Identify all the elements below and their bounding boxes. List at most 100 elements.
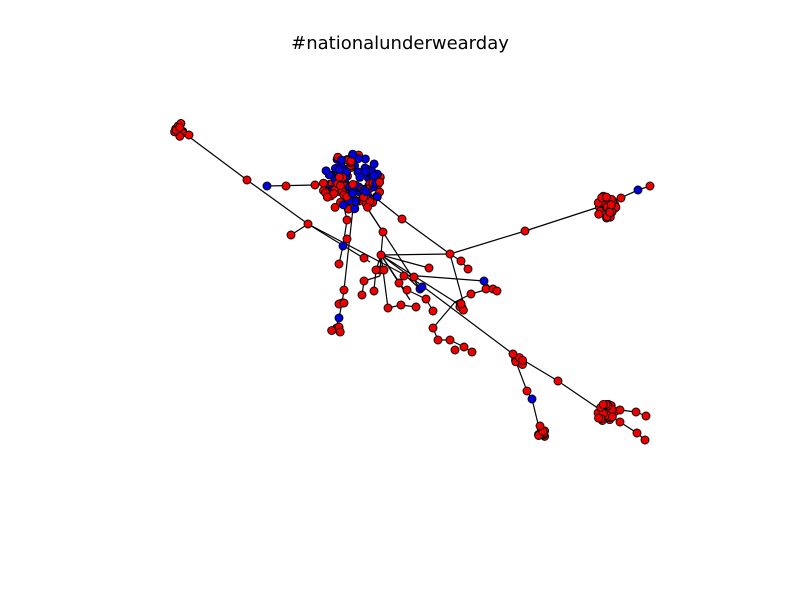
graph-node xyxy=(615,405,625,415)
hub-cluster-node xyxy=(369,159,379,169)
graph-node xyxy=(371,265,381,275)
hub-cluster-node xyxy=(335,165,344,175)
graph-node xyxy=(631,407,641,417)
graph-node xyxy=(262,181,272,191)
graph-edge xyxy=(307,223,406,276)
cluster-node xyxy=(607,412,617,422)
hub-cluster-node xyxy=(372,192,382,202)
cluster-node xyxy=(594,209,604,219)
graph-edge xyxy=(266,184,316,187)
graph-node xyxy=(334,259,344,269)
cluster-node xyxy=(605,207,615,217)
hub-cluster-node xyxy=(348,149,358,159)
graph-node xyxy=(640,435,650,445)
graph-node xyxy=(535,421,545,431)
graph-node xyxy=(357,290,367,300)
graph-node xyxy=(397,214,407,224)
hub-cluster-node xyxy=(321,166,331,176)
graph-edge xyxy=(307,223,371,263)
graph-node xyxy=(411,302,421,312)
hub-cluster-node xyxy=(334,172,344,182)
page-title: #nationalunderwearday xyxy=(291,33,509,54)
graph-node xyxy=(342,215,352,225)
graph-edge xyxy=(380,254,514,355)
graph-node xyxy=(399,271,409,281)
graph-node xyxy=(553,376,563,386)
graph-node xyxy=(445,335,455,345)
graph-node xyxy=(467,347,477,357)
graph-edges xyxy=(179,129,651,441)
graph-node xyxy=(616,193,626,203)
graph-node xyxy=(378,227,388,237)
graph-node xyxy=(339,285,349,295)
graph-node xyxy=(242,175,252,185)
graph-node xyxy=(463,264,473,274)
graph-node xyxy=(184,130,194,140)
graph-node xyxy=(428,306,438,316)
graph-edge xyxy=(432,301,456,329)
cluster-node xyxy=(175,123,185,132)
graph-node xyxy=(310,180,320,190)
graph-nodes xyxy=(170,119,655,445)
hub-cluster-node xyxy=(369,171,379,181)
graph-node xyxy=(433,335,443,345)
hub-cluster-node xyxy=(330,202,340,212)
graph-node xyxy=(334,313,344,323)
graph-edge xyxy=(524,204,606,232)
graph-node xyxy=(641,411,651,421)
graph-node xyxy=(615,417,625,427)
graph-edge xyxy=(380,253,451,256)
hub-cluster-node xyxy=(318,178,328,188)
hub-cluster-node xyxy=(336,181,345,191)
hub-cluster-node xyxy=(348,179,358,189)
graph-node xyxy=(342,234,352,244)
hub-cluster-node xyxy=(322,192,332,202)
cluster-node xyxy=(601,192,611,202)
graph-node xyxy=(520,226,530,236)
graph-node xyxy=(339,298,349,308)
hub-cluster-node xyxy=(375,177,385,187)
graph-node xyxy=(281,181,291,191)
cluster-node xyxy=(598,399,608,409)
graph-node xyxy=(527,394,537,404)
graph-node xyxy=(633,185,643,195)
cluster-node xyxy=(456,299,466,309)
graph-node xyxy=(376,250,386,260)
graph-node xyxy=(522,386,532,396)
hub-cluster-node xyxy=(363,202,372,212)
hub-cluster-node xyxy=(360,167,370,177)
graph-edge xyxy=(449,230,526,255)
graph-node xyxy=(379,265,389,275)
graph-node xyxy=(383,303,393,313)
hub-cluster-node xyxy=(337,155,346,165)
graph-node xyxy=(359,253,369,263)
cluster-node xyxy=(335,327,345,337)
hub-cluster-node xyxy=(355,172,365,182)
graph-edge xyxy=(401,218,451,255)
cluster-node xyxy=(518,355,528,365)
graph-node xyxy=(459,342,469,352)
graph-node xyxy=(492,286,502,296)
hub-cluster-node xyxy=(338,200,348,210)
graph-node xyxy=(402,285,412,295)
graph-node xyxy=(450,345,460,355)
graph-node xyxy=(645,181,655,191)
graph-node xyxy=(417,282,427,292)
graph-node xyxy=(359,276,369,286)
graph-edge xyxy=(380,254,389,309)
graph-node xyxy=(286,230,296,240)
graph-node xyxy=(409,272,419,282)
graph-node xyxy=(394,278,404,288)
graph-node xyxy=(396,300,406,310)
cluster-node xyxy=(327,326,337,335)
graph-node xyxy=(456,256,466,266)
hub-cluster-node xyxy=(347,189,357,198)
graph-node xyxy=(338,241,348,251)
graph-node xyxy=(479,276,489,286)
graph-node xyxy=(445,249,455,259)
cluster-node xyxy=(594,413,604,423)
graph-node xyxy=(428,323,438,333)
graph-edge xyxy=(246,179,309,225)
graph-node xyxy=(508,349,518,359)
